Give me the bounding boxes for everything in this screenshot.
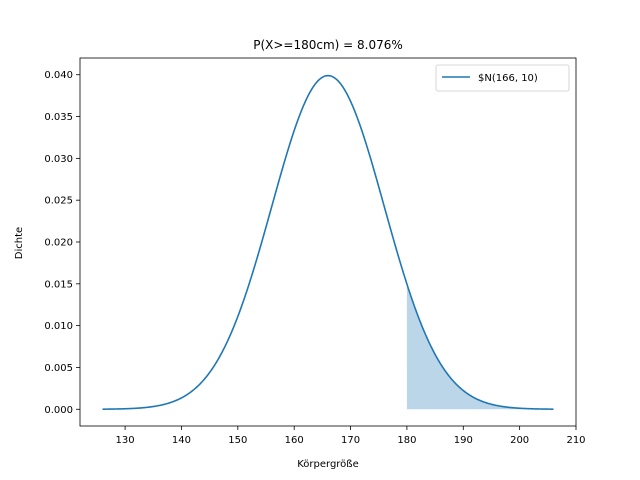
legend-entry-label: $N(166, 10) bbox=[478, 73, 538, 84]
density-curve-line bbox=[102, 74, 554, 410]
y-tick-label: 0.035 bbox=[44, 112, 73, 123]
x-axis-label: Körpergröße bbox=[297, 459, 359, 470]
y-tick-label: 0.015 bbox=[44, 279, 73, 290]
legend-box bbox=[435, 64, 570, 92]
y-axis: 0.000 0.005 0.010 0.015 0.020 0.025 0.030 0.035… bbox=[44, 70, 80, 416]
x-tick-label: 160 bbox=[285, 435, 304, 446]
y-tick-label: 0.000 bbox=[44, 405, 73, 416]
x-tick-label: 130 bbox=[116, 435, 135, 446]
axes-frame bbox=[79, 57, 577, 427]
y-tick-label: 0.025 bbox=[44, 196, 73, 207]
shaded-probability-area bbox=[406, 284, 554, 410]
y-tick-label: 0.020 bbox=[44, 238, 73, 249]
x-tick-label: 200 bbox=[510, 435, 529, 446]
x-axis: 130 140 150 160 170 180 190 200 210 bbox=[116, 426, 586, 446]
x-tick-label: 190 bbox=[454, 435, 473, 446]
y-tick-label: 0.010 bbox=[44, 321, 73, 332]
plot-area bbox=[102, 74, 554, 410]
x-tick-label: 140 bbox=[172, 435, 191, 446]
x-tick-label: 150 bbox=[228, 435, 247, 446]
legend: $N(166, 10) bbox=[435, 64, 570, 92]
y-tick-label: 0.005 bbox=[44, 363, 73, 374]
y-tick-label: 0.030 bbox=[44, 154, 73, 165]
y-tick-label: 0.040 bbox=[44, 70, 73, 81]
y-axis-label: Dichte bbox=[14, 227, 25, 259]
x-tick-label: 180 bbox=[397, 435, 416, 446]
chart-title: P(X>=180cm) = 8.076% bbox=[253, 38, 403, 52]
x-tick-label: 210 bbox=[566, 435, 585, 446]
x-tick-label: 170 bbox=[341, 435, 360, 446]
